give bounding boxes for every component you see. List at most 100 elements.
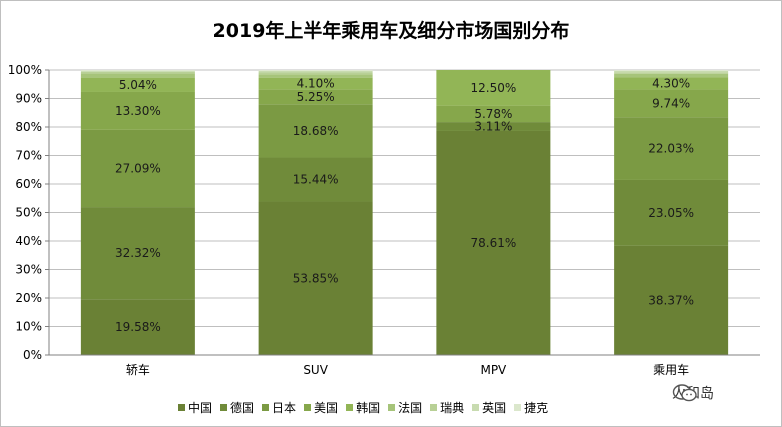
y-tick-label: 90% (15, 92, 42, 106)
bar-segment (614, 245, 729, 355)
chart-title: 2019年上半年乘用车及细分市场国别分布 (212, 20, 570, 42)
data-label: 13.30% (115, 104, 161, 118)
legend-label: 英国 (482, 401, 507, 415)
y-tick-label: 70% (15, 149, 42, 163)
bars (80, 70, 729, 355)
legend-swatch (304, 404, 312, 411)
bar-segment (258, 201, 373, 355)
bar-segment (80, 70, 195, 72)
data-label: 4.30% (652, 76, 690, 90)
legend-label: 法国 (398, 401, 423, 415)
bar-segment (258, 77, 373, 90)
legend-label: 美国 (314, 401, 339, 415)
bar-segment (258, 89, 373, 105)
bar-segment (80, 207, 195, 300)
legend-label: 德国 (230, 401, 255, 415)
data-label: 5.78% (474, 107, 512, 121)
bar-segment (436, 130, 551, 355)
legend-label: 日本 (272, 401, 297, 415)
legend-swatch (220, 404, 228, 411)
bar-segment (80, 77, 195, 92)
bar-segment (80, 129, 195, 208)
legend-item: 瑞典 (430, 399, 464, 416)
data-label: 78.61% (470, 236, 516, 250)
data-label: 22.03% (648, 142, 694, 156)
legend-item: 美国 (304, 399, 338, 416)
x-category-label: MPV (480, 363, 507, 377)
legend-label: 捷克 (524, 401, 549, 415)
wechat-icon (672, 384, 697, 402)
bar-segment (614, 70, 729, 73)
data-label: 12.50% (470, 81, 516, 95)
bar-segment (80, 71, 195, 74)
y-tick-label: 20% (15, 291, 42, 305)
data-label: 5.25% (297, 90, 335, 104)
legend-swatch (514, 404, 522, 411)
bar-segment (258, 157, 373, 202)
y-tick-label: 60% (15, 177, 42, 191)
legend-item: 捷克 (514, 399, 548, 416)
x-category-label: 轿车 (126, 362, 150, 377)
data-label: 15.44% (293, 173, 339, 187)
data-label: 53.85% (293, 271, 339, 285)
data-labels: 19.58% 32.32% 27.09% 13.30% 5.04% 53.85% 15.44… (115, 76, 694, 334)
legend-swatch (430, 404, 438, 411)
y-tick-label: 40% (15, 234, 42, 248)
data-label: 9.74% (652, 96, 690, 110)
legend-swatch (388, 404, 396, 411)
bar-segment (436, 122, 551, 131)
watermark: 人和岛 (672, 383, 714, 403)
legend-label: 中国 (188, 401, 213, 415)
data-label: 3.11% (474, 120, 512, 134)
x-category-label: SUV (303, 363, 328, 377)
legend-swatch (346, 404, 354, 411)
y-tick-label: 80% (15, 120, 42, 134)
bar-segment (614, 117, 729, 180)
bar-segment (258, 72, 373, 75)
data-label: 27.09% (115, 161, 161, 175)
x-axis-category-labels: 轿车 SUV MPV 乘用车 (126, 362, 689, 377)
legend-item: 中国 (178, 399, 212, 416)
bar-segment (80, 73, 195, 78)
y-tick-label: 50% (15, 206, 42, 220)
data-label: 32.32% (115, 246, 161, 260)
bar-segment (80, 70, 195, 71)
legend: 中国 德国 日本 美国 韩国 法国 瑞典 英国 捷克 (178, 399, 618, 416)
bar-segment (436, 105, 551, 123)
legend-label: 韩国 (356, 401, 381, 415)
bar-segment (258, 70, 373, 71)
bar-segment (614, 73, 729, 78)
bar-segment (614, 72, 729, 74)
bar-segment (614, 70, 729, 71)
bar-segment (436, 70, 551, 106)
data-label: 23.05% (648, 206, 694, 220)
data-label: 5.04% (119, 78, 157, 92)
bar-segment (614, 89, 729, 118)
bar-segment (80, 299, 195, 355)
legend-label: 瑞典 (440, 401, 465, 415)
data-label: 4.10% (297, 76, 335, 90)
bar-segment (258, 104, 373, 158)
legend-swatch (262, 404, 270, 411)
bar-segment (258, 70, 373, 73)
y-tick-label: 100% (8, 63, 42, 77)
y-axis-tick-labels: 0% 10% 20% 30% 40% 50% 60% 70% 80% 90% 100% (8, 63, 42, 362)
bar-segment (614, 179, 729, 246)
legend-item: 德国 (220, 399, 254, 416)
legend-item: 法国 (388, 399, 422, 416)
legend-item: 英国 (472, 399, 506, 416)
bar-segment (258, 74, 373, 78)
bar-segment (80, 91, 195, 130)
y-tick-label: 10% (15, 320, 42, 334)
data-label: 18.68% (293, 124, 339, 138)
x-category-label: 乘用车 (653, 362, 689, 377)
data-label: 38.37% (648, 293, 694, 307)
y-tick-label: 0% (23, 348, 42, 362)
legend-swatch (178, 404, 185, 411)
legend-item: 日本 (262, 399, 296, 416)
y-tick-label: 30% (15, 263, 42, 277)
legend-item: 韩国 (346, 399, 380, 416)
bar-segment (614, 77, 729, 90)
legend-swatch (472, 404, 480, 411)
